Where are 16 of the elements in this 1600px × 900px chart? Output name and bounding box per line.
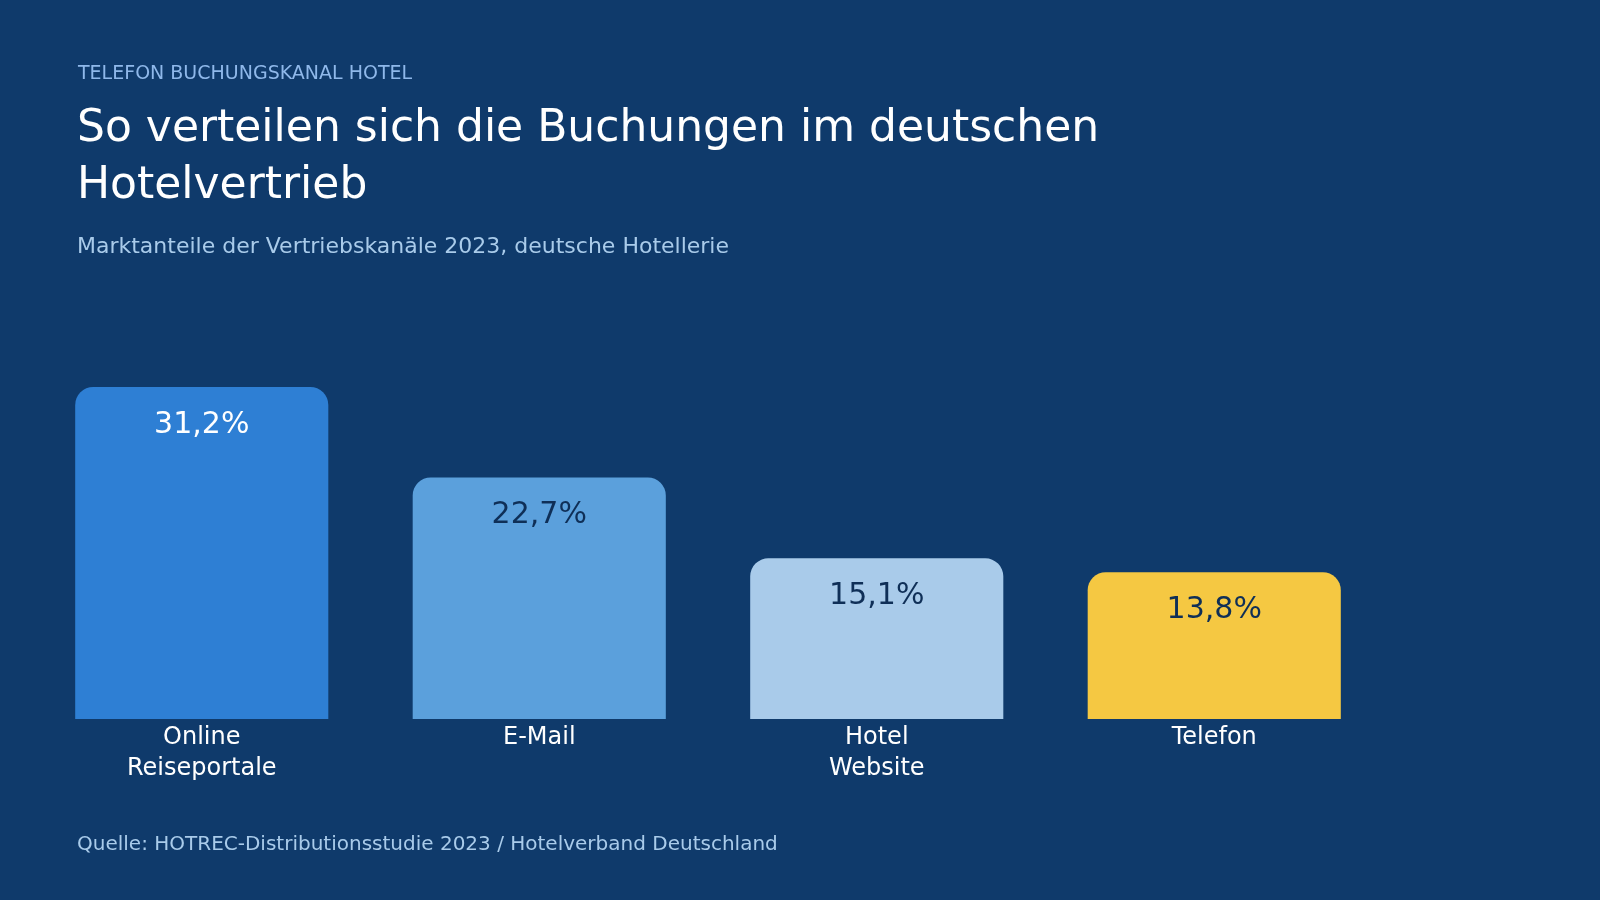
source-note: Quelle: HOTREC-Distributionsstudie 2023 / Hotelverband Deutschland <box>77 831 778 855</box>
data-label: 15,1% <box>829 576 925 612</box>
bar <box>750 558 1004 719</box>
x-tick-label: Hotel Website <box>828 722 925 782</box>
bar <box>412 477 666 719</box>
bar <box>75 387 329 719</box>
bar <box>1087 572 1341 719</box>
x-tick-label: Online Reiseportale <box>126 722 277 782</box>
x-tick-label: E-Mail <box>502 722 576 750</box>
chart-title: So verteilen sich die Buchungen im deutschen Hotelvertrieb <box>77 100 1100 209</box>
data-label: 31,2% <box>154 405 250 440</box>
x-tick-label: Telefon <box>1170 722 1257 750</box>
data-label: 13,8% <box>1166 590 1262 626</box>
data-label: 22,7% <box>491 495 587 531</box>
chart-subtitle: Marktanteile der Vertriebskanäle 2023, deutsche Hotellerie <box>77 233 730 258</box>
text: TELEFON BUCHUNGSKANAL HOTEL <box>77 61 413 83</box>
